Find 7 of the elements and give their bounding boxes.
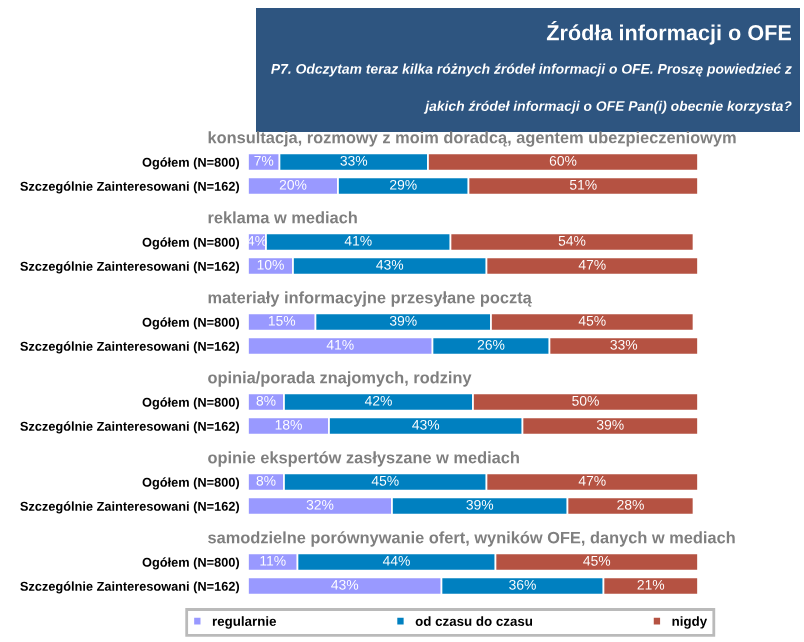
chart-title: reklama w mediach: [208, 211, 357, 224]
text: Źródła informacji o OFE: [546, 20, 792, 45]
chart-title: opinie ekspertów zasłyszane w mediach: [208, 451, 519, 467]
chart-title: konsultacja, rozmowy z moim doradcą, agentem ubezpieczeniowym: [208, 131, 736, 147]
chart-title: opinia/porada znajomych, rodziny: [208, 371, 472, 387]
chart-title: materiały informacyjne przesyłane pocztą: [208, 291, 532, 307]
chart-title: samodzielne porównywanie ofert, wyników OFE, danych w mediach: [208, 531, 735, 547]
